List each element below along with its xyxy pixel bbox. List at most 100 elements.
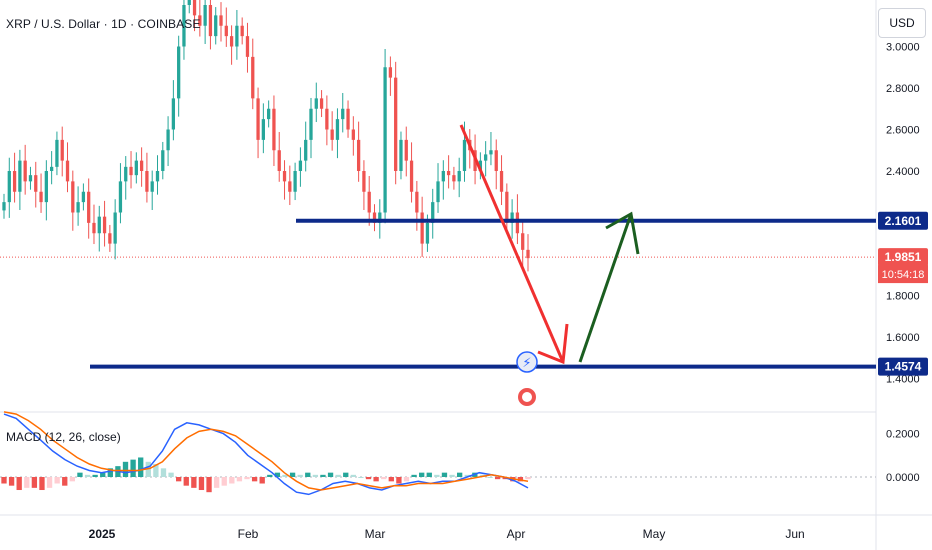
candle — [261, 119, 265, 140]
candle — [341, 108, 345, 120]
candle — [521, 233, 525, 250]
macd-histogram-bar — [411, 474, 417, 477]
macd-histogram-bar — [388, 477, 394, 482]
candle — [124, 166, 128, 182]
macd-histogram-bar — [335, 474, 341, 477]
candle — [314, 98, 318, 109]
candle — [44, 171, 48, 203]
candle — [34, 175, 38, 192]
lightning-event-icon — [516, 351, 538, 373]
candle — [462, 139, 467, 171]
candle — [171, 98, 176, 130]
candle — [288, 181, 292, 192]
candle — [198, 15, 202, 26]
macd-histogram-bar — [494, 477, 501, 480]
candle — [378, 212, 382, 223]
macd-histogram-bar — [312, 474, 319, 477]
macd-histogram-bar — [191, 477, 197, 488]
candle — [494, 150, 498, 171]
candle — [484, 154, 488, 161]
time-axis-label: Apr — [507, 527, 526, 541]
macd-histogram-bar — [373, 477, 379, 482]
candle — [372, 212, 377, 223]
candle — [441, 171, 445, 182]
price-tick-label: 1.4000 — [886, 374, 920, 386]
up-arrow-head — [605, 211, 640, 255]
macd-histogram-bar — [327, 472, 334, 477]
candle — [203, 5, 207, 26]
candle — [187, 0, 191, 5]
candle — [28, 175, 33, 182]
candle — [229, 36, 234, 47]
price-tick-label: 2.6000 — [886, 125, 920, 137]
candle — [139, 160, 144, 171]
candle — [346, 108, 350, 130]
macd-histogram-bar — [244, 477, 250, 480]
macd-histogram-bar — [396, 477, 402, 484]
candle — [277, 150, 281, 171]
candle — [76, 202, 80, 213]
macd-histogram-bar — [297, 474, 303, 477]
macd-histogram-bar — [251, 477, 258, 482]
candle — [166, 129, 170, 151]
down-arrow-head — [537, 323, 569, 365]
macd-histogram-bar — [160, 468, 167, 477]
macd-histogram-bar — [358, 477, 364, 478]
macd-histogram-bar — [130, 459, 136, 477]
macd-histogram-bar — [62, 477, 68, 486]
price-tick-label: 2.4000 — [886, 166, 920, 178]
candle — [505, 191, 509, 223]
macd-histogram-bar — [350, 474, 356, 477]
macd-histogram-bar — [236, 477, 243, 482]
candle — [425, 222, 430, 244]
signal-line — [3, 411, 529, 491]
candle — [7, 171, 11, 203]
macd-histogram-bar — [525, 477, 531, 480]
candle — [208, 5, 213, 37]
macd-tick-label: 0.2000 — [886, 429, 920, 441]
current-price-tag-text: 1.9851 — [885, 250, 922, 264]
macd-histogram-bar — [282, 474, 288, 477]
candle — [81, 191, 86, 203]
price-tick-label: 1.6000 — [886, 332, 920, 344]
candle — [499, 171, 504, 192]
macd-histogram-bar — [434, 474, 440, 477]
macd-histogram-bar — [183, 477, 189, 486]
candle — [60, 139, 64, 161]
candle — [235, 25, 239, 47]
candle — [515, 212, 520, 234]
candle — [356, 139, 361, 171]
macd-histogram-bar — [267, 474, 273, 477]
countdown-tag — [878, 265, 928, 284]
candle — [335, 119, 340, 140]
candle — [113, 212, 117, 244]
macd-histogram-bar — [305, 472, 311, 477]
macd-histogram-bar — [8, 477, 15, 486]
candle — [219, 15, 223, 26]
chart-title: XRP / U.S. Dollar · 1D · COINBASE — [6, 17, 201, 31]
candle — [182, 5, 186, 47]
candle — [192, 0, 197, 16]
currency-button[interactable]: USD — [878, 8, 926, 38]
macd-histogram-bar — [441, 472, 448, 477]
candle — [18, 160, 22, 192]
candle — [251, 56, 255, 99]
candle — [87, 191, 91, 223]
candle — [134, 160, 138, 176]
candle — [145, 171, 149, 192]
macd-histogram-bar — [213, 477, 220, 488]
candle — [39, 191, 43, 203]
macd-histogram-bar — [456, 472, 463, 477]
candle — [309, 108, 313, 140]
price-tick-label: 1.8000 — [886, 291, 920, 303]
macd-histogram-bar — [320, 474, 326, 477]
macd-histogram-bar — [274, 472, 281, 477]
macd-histogram-bar — [487, 477, 493, 478]
macd-histogram-bar — [16, 477, 22, 491]
candle — [129, 166, 133, 176]
candle — [383, 67, 387, 213]
candle — [367, 191, 371, 213]
candle — [325, 108, 329, 130]
level-price-tag-upper-text: 2.1601 — [885, 214, 922, 228]
